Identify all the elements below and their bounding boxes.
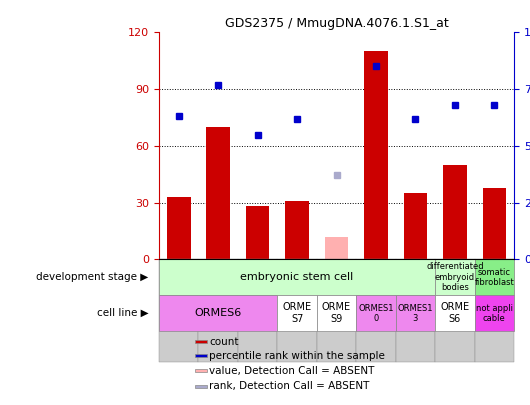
Bar bbox=[482, 188, 506, 260]
Bar bbox=[277, 295, 317, 331]
Bar bbox=[317, 295, 356, 331]
Text: ORMES1
3: ORMES1 3 bbox=[398, 303, 433, 323]
Text: not appli
cable: not appli cable bbox=[476, 303, 513, 323]
Text: somatic
fibroblast: somatic fibroblast bbox=[474, 268, 514, 287]
Bar bbox=[364, 51, 388, 260]
Text: ORMES6: ORMES6 bbox=[195, 308, 242, 318]
Bar bbox=[195, 369, 207, 372]
Bar bbox=[356, 295, 396, 331]
Bar bbox=[195, 340, 207, 343]
Bar bbox=[195, 384, 207, 388]
Text: development stage ▶: development stage ▶ bbox=[36, 273, 148, 282]
Bar bbox=[404, 193, 427, 260]
Text: embryonic stem cell: embryonic stem cell bbox=[241, 273, 354, 282]
Bar bbox=[285, 201, 309, 260]
Text: ORMES1
0: ORMES1 0 bbox=[358, 303, 394, 323]
Bar bbox=[475, 260, 514, 295]
Bar bbox=[443, 165, 467, 260]
Text: ORME
S9: ORME S9 bbox=[322, 303, 351, 324]
Bar bbox=[435, 260, 475, 295]
Bar bbox=[159, 295, 277, 331]
Bar bbox=[435, 295, 475, 331]
Bar bbox=[396, 295, 435, 331]
Text: rank, Detection Call = ABSENT: rank, Detection Call = ABSENT bbox=[209, 382, 370, 391]
Bar bbox=[206, 127, 230, 260]
Bar bbox=[246, 207, 269, 260]
Bar bbox=[195, 354, 207, 358]
Bar bbox=[159, 260, 435, 295]
Bar bbox=[167, 197, 191, 260]
Bar bbox=[475, 295, 514, 331]
Text: value, Detection Call = ABSENT: value, Detection Call = ABSENT bbox=[209, 366, 375, 375]
Text: count: count bbox=[209, 337, 239, 347]
Text: cell line ▶: cell line ▶ bbox=[97, 308, 148, 318]
Text: percentile rank within the sample: percentile rank within the sample bbox=[209, 351, 385, 361]
Title: GDS2375 / MmugDNA.4076.1.S1_at: GDS2375 / MmugDNA.4076.1.S1_at bbox=[225, 17, 448, 30]
Text: ORME
S7: ORME S7 bbox=[282, 303, 312, 324]
Text: ORME
S6: ORME S6 bbox=[440, 303, 470, 324]
Bar bbox=[325, 237, 348, 260]
Text: differentiated
embryoid
bodies: differentiated embryoid bodies bbox=[426, 262, 484, 292]
